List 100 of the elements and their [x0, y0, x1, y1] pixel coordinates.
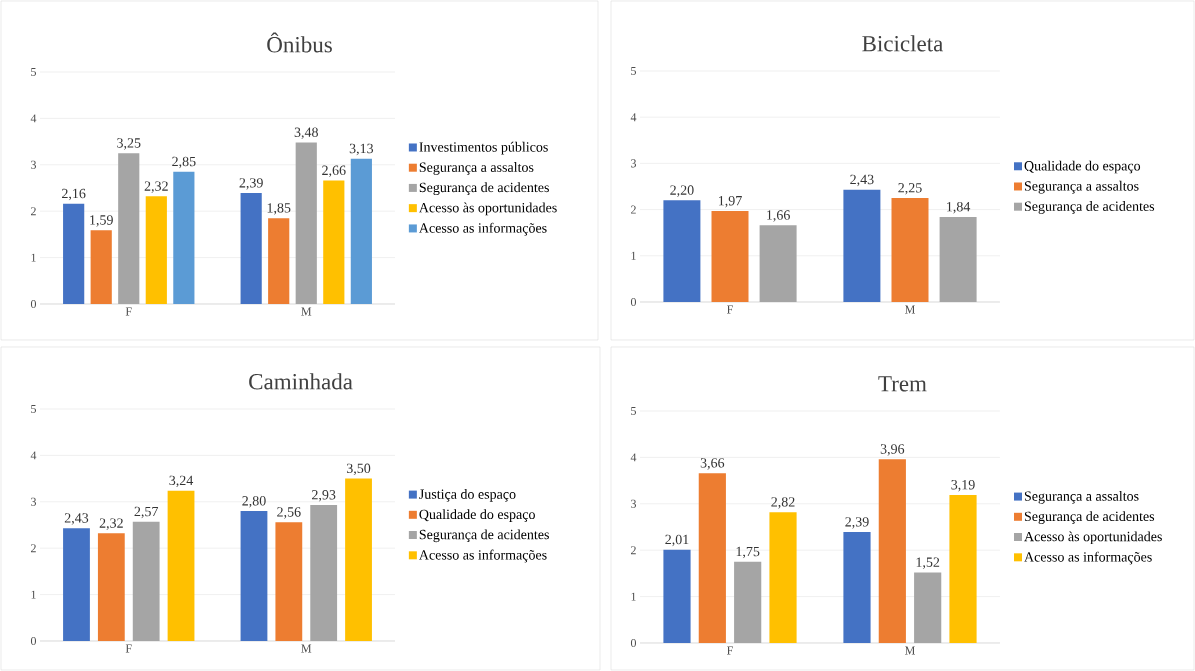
- data-label: 2,43: [64, 513, 89, 525]
- y-tick-label: 0: [30, 636, 37, 646]
- chart-title: Ônibus: [267, 32, 332, 53]
- y-tick-label: 5: [631, 407, 637, 415]
- y-tick-label: 1: [31, 590, 36, 599]
- data-label: 1,97: [718, 196, 742, 208]
- x-tick-label: F: [727, 305, 733, 314]
- bar: [97, 533, 125, 641]
- legend-label: Segurança de acidentes: [419, 529, 549, 543]
- legend-label: Acesso às oportunidades: [1024, 531, 1162, 545]
- y-tick-label: 5: [31, 405, 37, 413]
- data-label: 1,75: [736, 546, 760, 559]
- data-label: 2,85: [172, 156, 196, 169]
- data-label: 2,16: [62, 188, 86, 201]
- bar: [878, 459, 906, 643]
- y-tick-label: 3: [31, 160, 37, 169]
- bar: [145, 196, 167, 304]
- bar: [173, 171, 195, 304]
- data-label: 2,56: [277, 507, 301, 519]
- data-label: 2,32: [99, 518, 123, 530]
- y-tick-label: 3: [631, 159, 637, 168]
- data-label: 2,43: [850, 174, 874, 187]
- y-tick-label: 3: [631, 499, 637, 508]
- bar: [843, 532, 871, 643]
- data-label: 1,66: [767, 210, 790, 222]
- data-label: 2,80: [242, 496, 266, 508]
- x-tick-label: F: [125, 644, 132, 653]
- bar: [323, 180, 345, 304]
- y-tick-label: 1: [631, 592, 636, 601]
- chart-title: Caminhada: [249, 373, 353, 390]
- y-tick-label: 0: [30, 299, 37, 309]
- data-label: 2,57: [134, 506, 159, 519]
- chart-title: Bicicleta: [862, 35, 944, 52]
- y-tick-label: 0: [630, 297, 637, 307]
- bar: [90, 230, 112, 304]
- bar: [939, 216, 977, 302]
- bar: [63, 528, 90, 641]
- data-label: 3,48: [294, 127, 318, 139]
- legend-label: Segurança a assaltos: [419, 162, 534, 175]
- bar: [275, 522, 303, 641]
- data-label: 3,96: [880, 444, 905, 456]
- bar: [663, 549, 691, 643]
- y-tick-label: 5: [631, 67, 637, 75]
- y-tick-label: 4: [30, 451, 37, 460]
- bar: [167, 490, 195, 641]
- data-label: 1,85: [267, 203, 291, 215]
- bar: [240, 193, 262, 304]
- y-tick-label: 2: [631, 546, 636, 555]
- data-label: 3,25: [117, 138, 141, 150]
- bar: [350, 158, 372, 304]
- y-tick-label: 2: [31, 544, 36, 553]
- bar: [118, 153, 140, 304]
- legend-label: Investimentos públicos: [419, 141, 548, 155]
- data-label: 3,50: [346, 463, 371, 476]
- chart-title: Trem: [878, 376, 927, 392]
- data-label: 3,19: [951, 480, 975, 492]
- data-label: 1,52: [916, 557, 940, 569]
- legend-label: Segurança de acidentes: [419, 182, 549, 196]
- legend-label: Qualidade do espaço: [419, 509, 535, 522]
- data-label: 3,13: [349, 143, 374, 156]
- legend-label: Acesso as informações: [419, 549, 547, 563]
- legend-label: Segurança a assaltos: [1024, 180, 1139, 194]
- bar: [759, 225, 797, 302]
- y-tick-label: 2: [31, 207, 36, 216]
- y-tick-label: 5: [31, 68, 37, 76]
- data-label: 2,39: [845, 517, 869, 529]
- bar: [711, 210, 749, 302]
- data-label: 1,59: [90, 215, 113, 227]
- bar: [310, 505, 338, 641]
- y-tick-label: 0: [630, 638, 637, 648]
- bar: [734, 561, 762, 643]
- legend-label: Qualidade do espaço: [1024, 160, 1141, 174]
- bar: [914, 572, 942, 643]
- bar: [949, 494, 977, 643]
- legend-label: Acesso as informações: [1024, 551, 1152, 565]
- bar: [63, 203, 85, 304]
- data-label: 2,82: [771, 497, 795, 509]
- data-label: 2,20: [670, 185, 694, 197]
- legend-label: Segurança de acidentes: [1024, 511, 1155, 524]
- data-label: 2,25: [898, 183, 922, 195]
- data-label: 2,66: [322, 165, 346, 178]
- x-tick-label: M: [301, 307, 312, 316]
- bar: [268, 218, 290, 304]
- y-tick-label: 4: [630, 453, 637, 462]
- bar: [295, 142, 317, 304]
- x-tick-label: F: [125, 307, 132, 316]
- bar: [240, 511, 268, 641]
- legend-label: Acesso às oportunidades: [419, 202, 557, 216]
- legend-label: Justiça do espaço: [419, 488, 516, 502]
- y-tick-label: 4: [30, 114, 37, 123]
- data-label: 2,01: [665, 534, 689, 547]
- bar: [345, 478, 372, 641]
- y-tick-label: 3: [31, 497, 37, 506]
- legend-label: Segurança de acidentes: [1024, 201, 1155, 214]
- y-tick-label: 1: [31, 253, 36, 262]
- bar: [132, 521, 160, 641]
- x-tick-label: M: [905, 646, 915, 655]
- x-tick-label: M: [301, 644, 312, 653]
- data-label: 3,24: [169, 475, 194, 488]
- bar: [843, 189, 881, 302]
